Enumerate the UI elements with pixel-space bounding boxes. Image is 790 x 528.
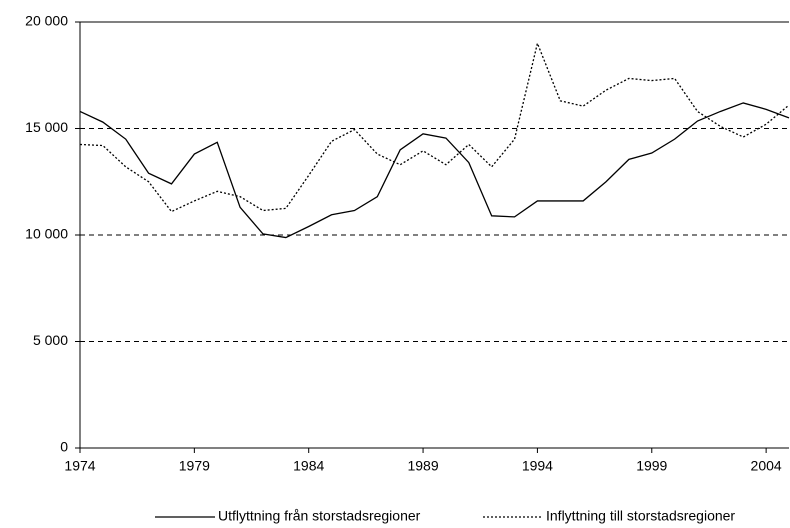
legend-label: Utflyttning från storstadsregioner (218, 508, 421, 524)
series-line (79, 102, 790, 239)
x-tick-label: 1999 (636, 458, 667, 474)
legend-label: Inflyttning till storstadsregioner (546, 508, 735, 524)
y-tick-label: 15 000 (25, 119, 68, 135)
x-tick-label: 1979 (179, 458, 210, 474)
x-tick-label: 1989 (407, 458, 438, 474)
y-tick-label: 10 000 (25, 226, 68, 242)
x-tick-label: 1984 (293, 458, 324, 474)
y-tick-label: 0 (60, 439, 68, 455)
x-tick-label: 1974 (64, 458, 95, 474)
x-tick-label: 1994 (522, 458, 553, 474)
series-line (79, 41, 790, 213)
x-tick-label: 2004 (751, 458, 782, 474)
y-tick-label: 20 000 (25, 13, 68, 29)
y-tick-label: 5 000 (33, 332, 68, 348)
